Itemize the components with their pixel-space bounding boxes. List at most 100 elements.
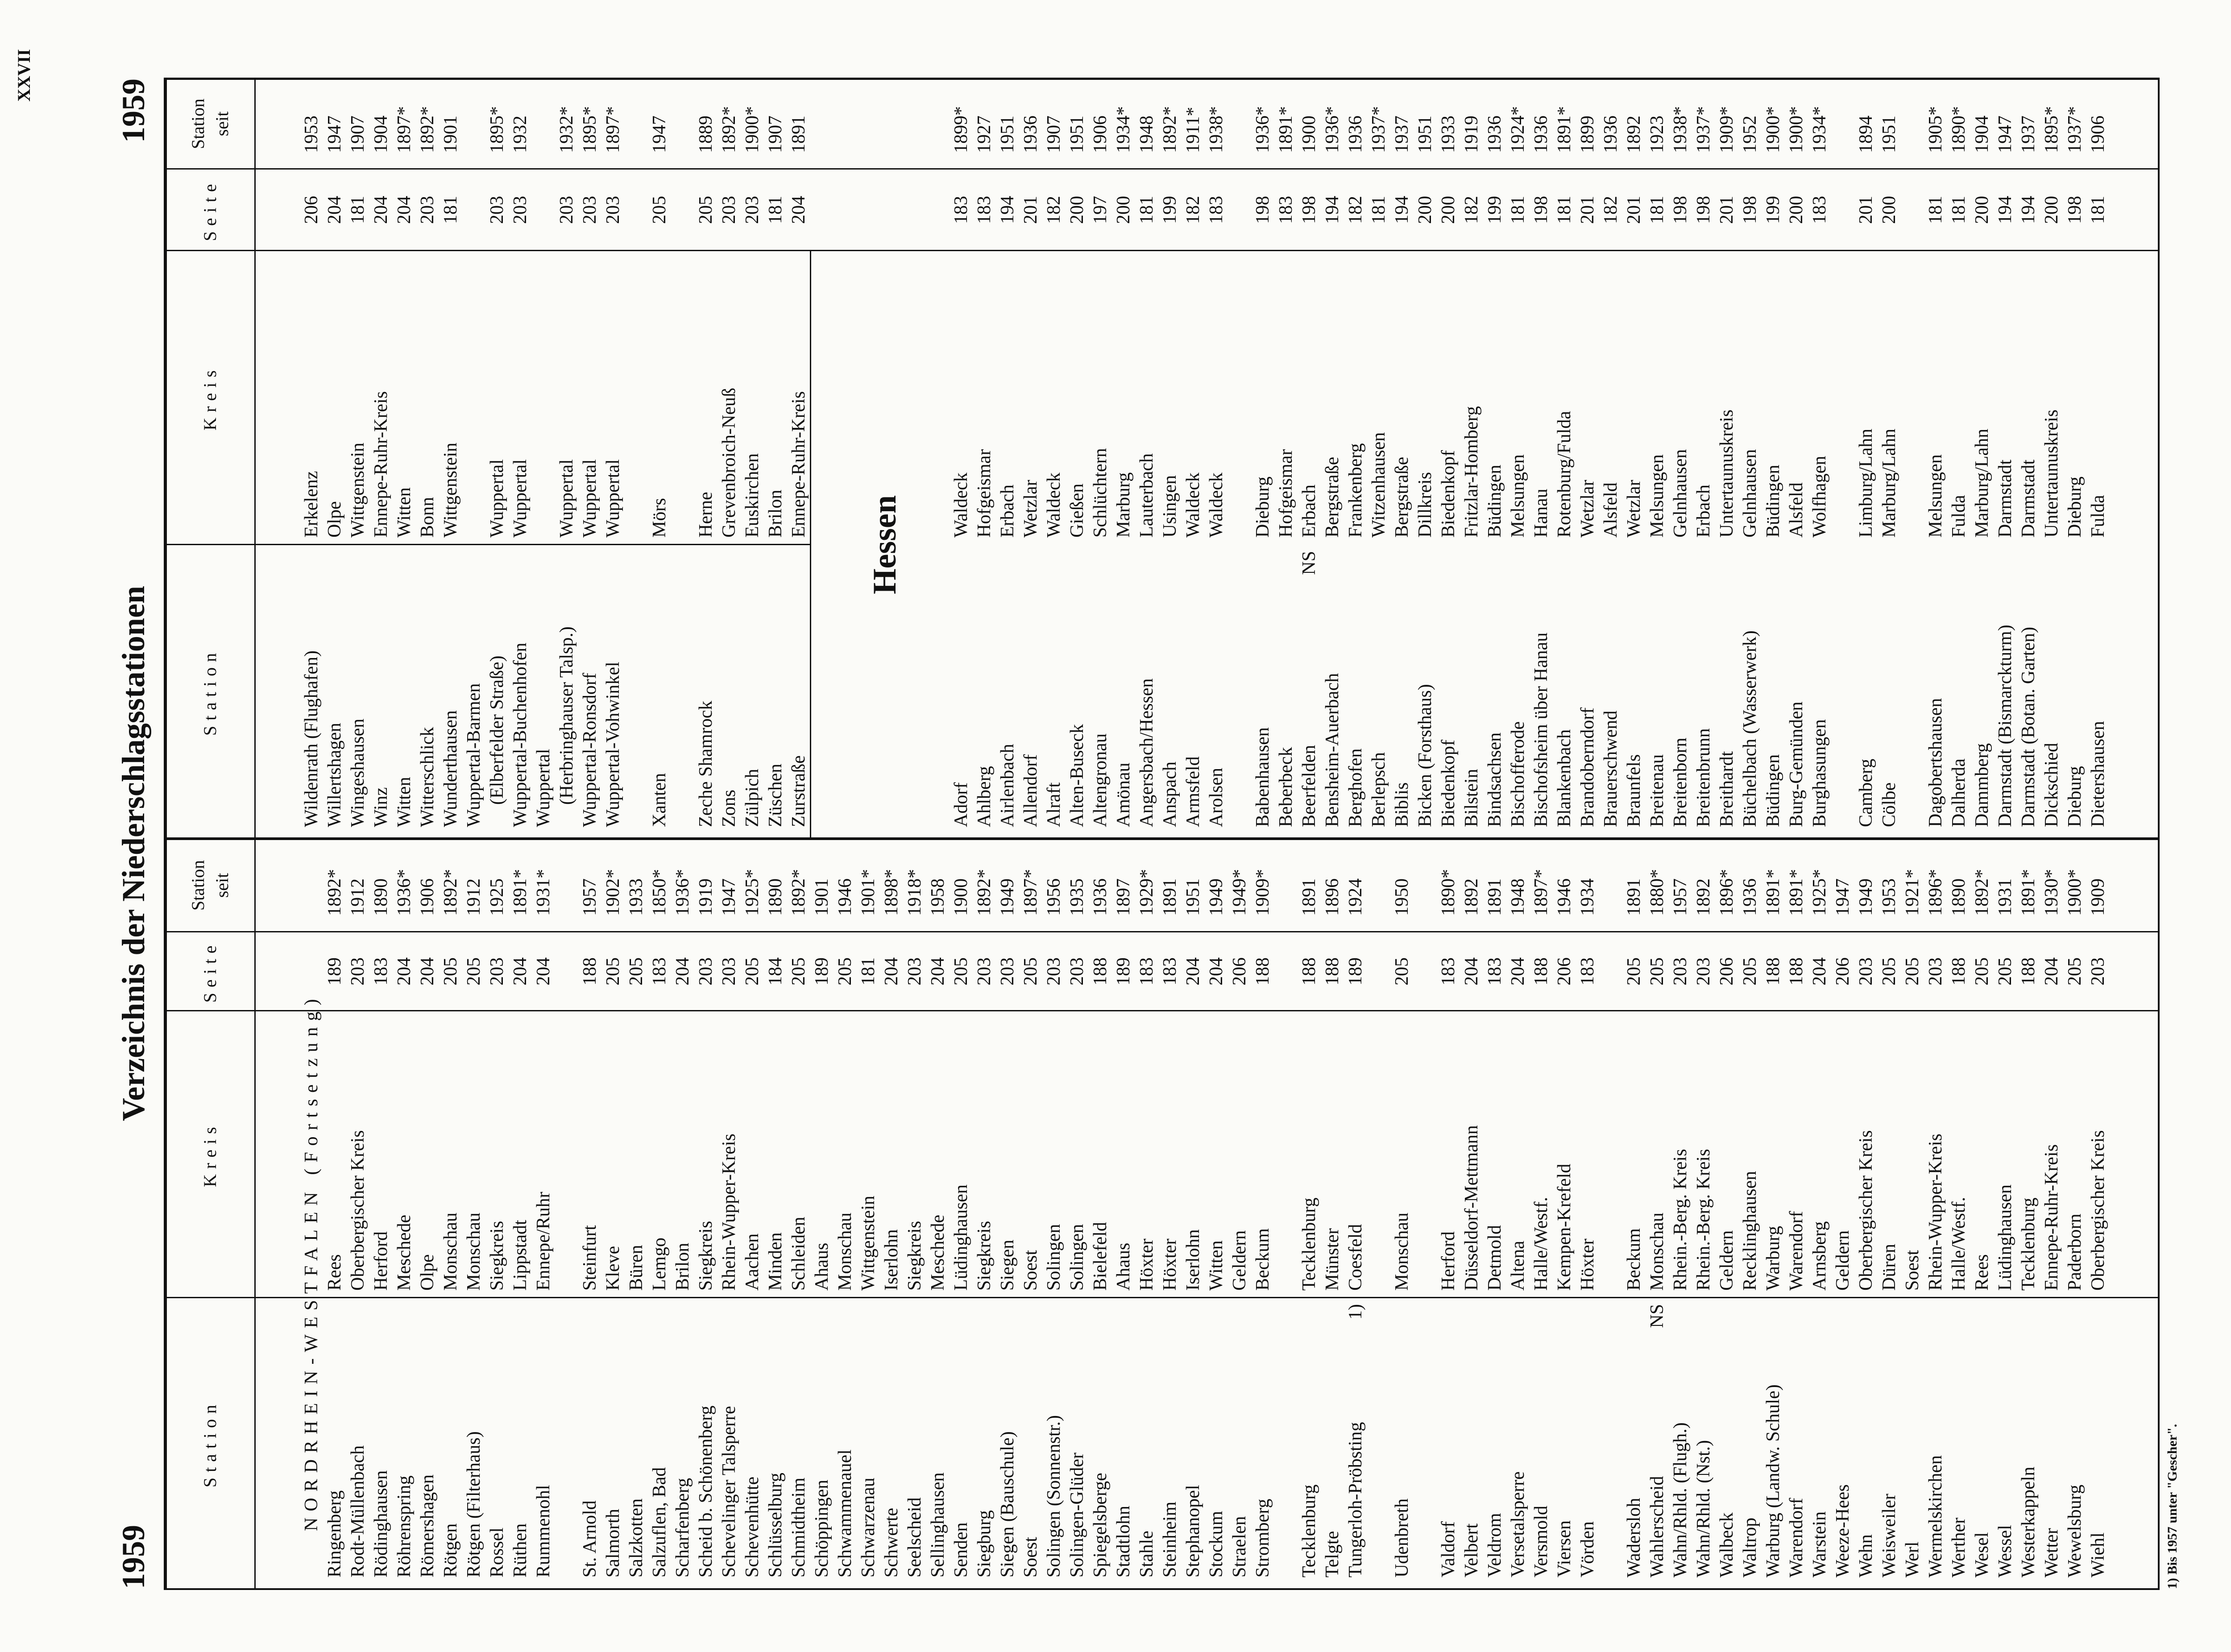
station: Burghasungen [1809, 719, 1830, 827]
station: Wessel [1995, 1525, 2015, 1577]
kreis: Erkelenz [301, 471, 322, 538]
kreis: Meschede [394, 1214, 415, 1291]
station-seit: 1891* [1786, 869, 1807, 916]
seite: 203 [510, 196, 531, 224]
seite: 204 [1809, 957, 1830, 985]
note: NS [1647, 1304, 1667, 1328]
station: Seelscheid [904, 1497, 925, 1577]
station: Schevenhütte [742, 1476, 763, 1577]
station: Rummenohl [533, 1485, 554, 1577]
station-seit: 1947 [649, 116, 670, 153]
kreis: Gießen [1067, 483, 1087, 538]
kreis: Hofgeismar [974, 449, 995, 538]
station-seit: 1907 [765, 116, 786, 153]
station-seit: 1890 [1949, 878, 1969, 916]
station-seit: 1925* [742, 869, 763, 916]
seite: 198 [1740, 196, 1760, 224]
station-seit: 1951 [1879, 116, 1899, 153]
seite: 198 [1670, 196, 1691, 224]
station-seit: 1895* [487, 106, 507, 153]
kreis: Brilon [672, 1242, 693, 1291]
seite: 203 [556, 196, 577, 224]
station-seit: 1949 [1206, 878, 1227, 916]
station-seit: 1897 [1113, 878, 1134, 916]
station: Burg-Gemünden [1786, 701, 1807, 827]
station-seit: 1890 [765, 878, 786, 916]
station: Rödinghausen [371, 1470, 391, 1577]
station: Walbeck [1717, 1512, 1737, 1577]
station-seit: 1930* [2041, 869, 2062, 916]
station: Scheid b. Schönenberg [696, 1405, 716, 1577]
seite: 205 [1392, 957, 1412, 985]
seite: 183 [649, 957, 670, 985]
station: Zülpich [742, 769, 763, 827]
kreis: Usingen [1160, 475, 1180, 538]
station-seit: 1895* [2041, 106, 2062, 153]
seite: 198 [2065, 196, 2085, 224]
station-seit: 1918* [904, 869, 925, 916]
station-seit: 1936 [1485, 116, 1505, 153]
seite: 205 [742, 957, 763, 985]
station-seit: 1901 [440, 116, 461, 153]
seite: 201 [1856, 196, 1876, 224]
seite: 205 [835, 957, 855, 985]
kreis: Erbach [1693, 484, 1714, 538]
seite: 200 [1786, 196, 1807, 224]
station-seit: 1919 [696, 878, 716, 916]
station: Breitenau [1647, 754, 1667, 827]
station: (Herbringhauser Talsp.) [556, 626, 577, 805]
kreis: Melsungen [1647, 454, 1667, 538]
station-seit: 1933 [1438, 116, 1459, 153]
section-heading: NORDRHEIN-WESTFALEN (Fortsetzung) [301, 993, 322, 1531]
seite: 205 [603, 957, 623, 985]
station-seit: 1900* [2065, 869, 2085, 916]
kreis: Monschau [835, 1213, 855, 1291]
seite: 183 [1160, 957, 1180, 985]
seite: 205 [649, 196, 670, 224]
seite: 204 [371, 196, 391, 224]
seite: 181 [348, 196, 368, 224]
station-seit: 1897* [394, 106, 415, 153]
seite: 194 [1995, 196, 2015, 224]
kreis: Halle/Westf. [1531, 1197, 1551, 1291]
kreis: Büren [626, 1245, 647, 1291]
kreis: Steinfurt [580, 1225, 600, 1291]
station-seit: 1891* [510, 869, 531, 916]
station: Bilstein [1461, 769, 1482, 827]
kreis: Wuppertal [603, 459, 623, 538]
seite: 181 [1949, 196, 1969, 224]
kreis: Mörs [649, 498, 670, 538]
station: Valdorf [1438, 1521, 1459, 1577]
kreis: Euskirchen [742, 453, 763, 538]
station: Salzuflen, Bad [649, 1467, 670, 1577]
kreis: Waldeck [1206, 472, 1227, 538]
station-seit: 1909 [2088, 878, 2108, 916]
station-seit: 1891* [1763, 869, 1783, 916]
station-seit: 1948 [1508, 878, 1528, 916]
column-header: Seite [200, 940, 220, 1003]
station-seit: 1901 [812, 878, 832, 916]
station-seit: 1892* [440, 869, 461, 916]
column-header: Seite [200, 178, 220, 241]
station: Dalherda [1949, 758, 1969, 827]
station: Schwerte [881, 1507, 902, 1577]
station: Röhrenspring [394, 1475, 415, 1577]
station: Rodt-Müllenbach [348, 1445, 368, 1577]
station: Wunderthausen [440, 710, 461, 827]
kreis: Wuppertal [487, 459, 507, 538]
station-seit: 1949 [997, 878, 1018, 916]
seite: 205 [1902, 957, 1923, 985]
note: NS [1299, 551, 1319, 575]
kreis: Wuppertal [510, 459, 531, 538]
seite: 188 [1763, 957, 1783, 985]
station: Altengronau [1090, 733, 1111, 827]
kreis: Melsungen [1925, 454, 1946, 538]
station-seit: 1900* [742, 106, 763, 153]
seite: 182 [1461, 196, 1482, 224]
kreis: Dieburg [2065, 476, 2085, 538]
station-seit: 1951 [1183, 878, 1203, 916]
station: Braunfels [1624, 754, 1644, 827]
seite: 203 [1067, 957, 1087, 985]
table-border [2158, 79, 2160, 1589]
